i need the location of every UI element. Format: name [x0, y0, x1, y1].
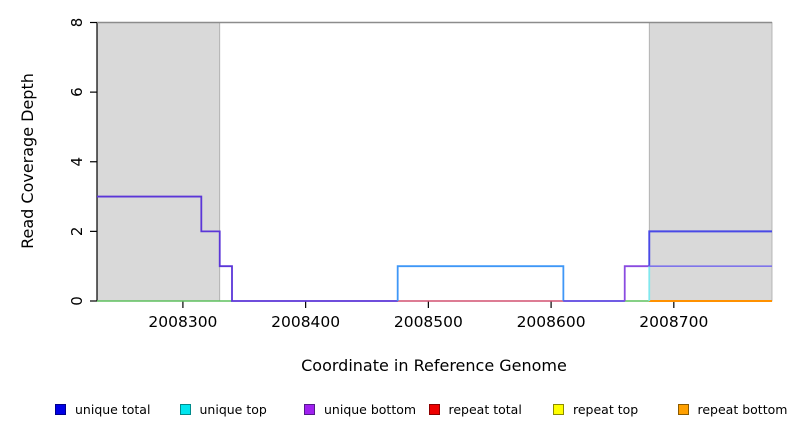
- x-axis-tick-label: 2008600: [517, 313, 586, 331]
- x-axis-tick-label: 2008300: [148, 313, 217, 331]
- coverage-line-unique-bottom-step: [623, 265, 650, 301]
- coverage-line-unique-total-left-step: [97, 195, 398, 302]
- x-axis-tick-label: 2008500: [394, 313, 463, 331]
- coverage-line-unique-top-box: [396, 265, 565, 301]
- y-axis-tick-label: 4: [68, 157, 86, 167]
- x-axis-tick-label: 2008400: [271, 313, 340, 331]
- x-axis-tick-label: 2008700: [639, 313, 708, 331]
- y-axis-tick-label: 0: [68, 296, 86, 306]
- y-axis-tick-label: 6: [68, 87, 86, 97]
- y-axis-tick-label: 2: [68, 227, 86, 237]
- y-axis-label: Read Coverage Depth: [18, 73, 37, 249]
- shaded-region: [648, 22, 773, 302]
- coverage-line-unique-total-right-step: [648, 230, 772, 267]
- shaded-region: [96, 22, 221, 302]
- x-axis-label: Coordinate in Reference Genome: [301, 356, 567, 375]
- y-axis-tick-label: 8: [68, 18, 86, 28]
